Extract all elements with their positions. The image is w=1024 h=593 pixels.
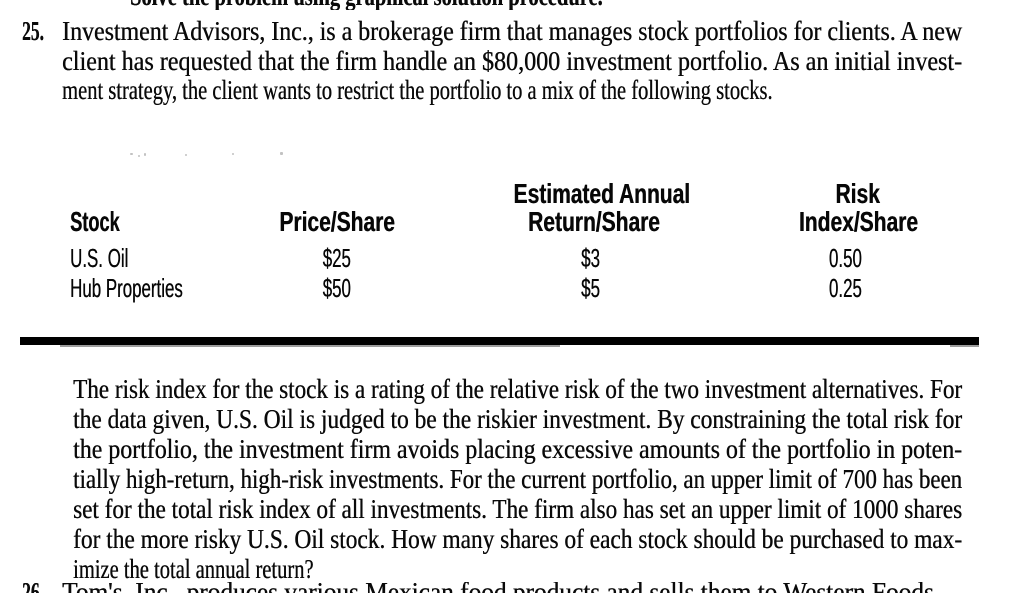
top-clipped-line-text: Solve the problem using graphical soluti… bbox=[130, 0, 603, 10]
table-header-text: Estimated Annual bbox=[513, 178, 691, 209]
cell-text: $5 bbox=[580, 272, 600, 303]
scan-speckle bbox=[280, 152, 283, 155]
paragraph-line: set for the total risk index of all inve… bbox=[73, 494, 1024, 524]
paragraph-line-text: for the more risky U.S. Oil stock. How m… bbox=[73, 524, 962, 554]
paragraph-line: client has requested that the firm handl… bbox=[62, 45, 1024, 77]
cell-risk: 0.50 bbox=[745, 245, 945, 271]
problem-intro-paragraph: Investment Advisors, Inc., is a brokerag… bbox=[62, 16, 1024, 106]
cell-text: 0.25 bbox=[828, 272, 862, 303]
scan-speckle bbox=[130, 153, 133, 155]
cell-text: $50 bbox=[322, 272, 352, 303]
paragraph-line-text: set for the total risk index of all inve… bbox=[73, 494, 962, 524]
cell-return: $3 bbox=[490, 245, 690, 271]
table-header-text: Index/Share bbox=[798, 205, 918, 237]
top-clipped-line: Solve the problem using graphical soluti… bbox=[130, 0, 752, 10]
paragraph-line-text: client has requested that the firm handl… bbox=[62, 45, 962, 76]
bottom-clipped-line: Tom's, Inc., produces various Mexican fo… bbox=[62, 582, 998, 593]
scan-speckle bbox=[185, 154, 187, 156]
paragraph-line: Investment Advisors, Inc., is a brokerag… bbox=[62, 16, 1024, 47]
paragraph-line-text: the portfolio, the investment firm avoid… bbox=[73, 434, 962, 464]
cell-text: Hub Properties bbox=[70, 272, 183, 303]
table-header-price-share: Price/Share bbox=[237, 205, 437, 237]
paragraph-line-text: imize the total annual return? bbox=[73, 554, 314, 584]
table-header-risk-index: Risk Index/Share bbox=[758, 180, 958, 235]
paragraph-line: the data given, U.S. Oil is judged to be… bbox=[73, 404, 1024, 434]
cell-text: $3 bbox=[580, 242, 600, 273]
next-problem-number: 26. bbox=[22, 582, 56, 593]
cell-risk: 0.25 bbox=[745, 275, 945, 301]
paragraph-line-text: tially high-return, high-risk investment… bbox=[73, 464, 962, 494]
cell-return: $5 bbox=[490, 275, 690, 301]
cell-stock-name: U.S. Oil bbox=[70, 245, 160, 271]
cell-text: $25 bbox=[322, 242, 352, 273]
bottom-clipped-line-band: 26. Tom's, Inc., produces various Mexica… bbox=[0, 582, 1024, 593]
table-header-estimated-annual-return: Estimated Annual Return/Share bbox=[484, 180, 704, 235]
table-header-text: Return/Share bbox=[528, 205, 660, 237]
table-bottom-rule-fringe bbox=[60, 345, 560, 347]
table-bottom-rule bbox=[20, 337, 979, 345]
paragraph-line: the portfolio, the investment firm avoid… bbox=[73, 434, 1024, 464]
paragraph-line-text: the data given, U.S. Oil is judged to be… bbox=[73, 404, 962, 434]
cell-stock-name: Hub Properties bbox=[70, 275, 243, 301]
paragraph-line: The risk index for the stock is a rating… bbox=[73, 374, 1024, 404]
problem-number: 25. bbox=[22, 16, 56, 47]
problem-number-text: 25. bbox=[22, 16, 44, 46]
cell-text: 0.50 bbox=[828, 242, 862, 273]
body-paragraph: The risk index for the stock is a rating… bbox=[73, 374, 1024, 584]
cell-price: $25 bbox=[237, 245, 437, 271]
paragraph-line: for the more risky U.S. Oil stock. How m… bbox=[73, 524, 1024, 554]
paragraph-line-text: ment strategy, the client wants to restr… bbox=[62, 75, 773, 105]
paragraph-line: tially high-return, high-risk investment… bbox=[73, 464, 1024, 494]
table-header-text: Risk bbox=[835, 178, 881, 209]
scan-speckle bbox=[138, 155, 140, 157]
table-header-text: Stock bbox=[70, 205, 120, 237]
table-header-text: Price/Share bbox=[279, 205, 395, 237]
scan-speckle bbox=[232, 153, 234, 155]
problem-number-text: 26. bbox=[22, 582, 44, 593]
paragraph-line: ment strategy, the client wants to restr… bbox=[62, 75, 1024, 106]
bottom-clipped-line-text: Tom's, Inc., produces various Mexican fo… bbox=[62, 582, 940, 593]
cell-text: U.S. Oil bbox=[70, 242, 129, 273]
table-header-stock: Stock bbox=[70, 205, 146, 237]
top-clipped-line-band: Solve the problem using graphical soluti… bbox=[0, 0, 1024, 10]
paragraph-line-text: The risk index for the stock is a rating… bbox=[73, 374, 962, 404]
cell-price: $50 bbox=[237, 275, 437, 301]
paragraph-line: imize the total annual return? bbox=[73, 554, 1024, 584]
scan-speckle bbox=[144, 153, 146, 156]
table-bottom-rule-fringe bbox=[950, 345, 979, 347]
paragraph-line-text: Investment Advisors, Inc., is a brokerag… bbox=[62, 16, 962, 46]
